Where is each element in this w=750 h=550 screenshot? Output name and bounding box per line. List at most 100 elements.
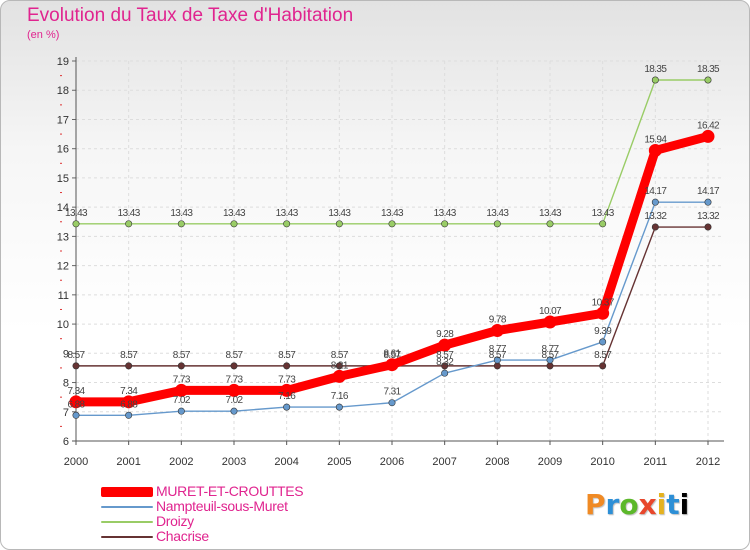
data-label: 7.34	[120, 386, 138, 397]
x-tick-label: 2006	[380, 456, 404, 468]
data-label: 13.43	[65, 208, 88, 219]
data-point	[283, 220, 291, 228]
data-point	[227, 383, 241, 397]
chart-subtitle: (en %)	[27, 29, 60, 41]
data-label: 16.42	[697, 120, 720, 131]
data-point	[546, 220, 554, 228]
data-point	[125, 411, 133, 419]
x-tick-label: 2009	[538, 456, 562, 468]
data-point	[122, 395, 136, 409]
data-label: 13.43	[486, 208, 509, 219]
data-label: 9.39	[594, 326, 612, 337]
data-label: 7.34	[67, 386, 85, 397]
data-point	[230, 220, 238, 228]
data-point	[704, 223, 712, 231]
logo-letter: i	[679, 488, 690, 521]
data-point	[546, 362, 554, 370]
data-point	[332, 369, 346, 383]
data-point	[177, 407, 185, 415]
data-label: 18.35	[697, 64, 720, 75]
data-label: 8.57	[120, 350, 138, 361]
y-tick-label: 6	[63, 436, 69, 448]
y-tick-label: 10	[57, 319, 69, 331]
data-point	[493, 362, 501, 370]
data-label: 10.07	[539, 306, 562, 317]
y-tick-label: 9	[63, 348, 69, 360]
data-label: 7.02	[225, 395, 243, 406]
data-point	[596, 306, 610, 320]
data-point	[230, 362, 238, 370]
x-tick-label: 2012	[696, 456, 720, 468]
data-label: 8.77	[489, 344, 507, 355]
data-label: 7.73	[278, 374, 296, 385]
y-tick-label: 12	[57, 261, 69, 273]
data-label: 14.17	[697, 186, 720, 197]
data-label: 9.78	[489, 315, 507, 326]
data-label: 6.88	[120, 399, 138, 410]
data-label: 8.57	[225, 350, 243, 361]
logo-letter: i	[656, 488, 667, 521]
legend-swatch-droizy	[101, 521, 153, 523]
data-label: 15.94	[644, 134, 667, 145]
data-label: 13.43	[434, 208, 457, 219]
data-label: 13.43	[592, 208, 615, 219]
data-point	[704, 198, 712, 206]
data-point	[441, 369, 449, 377]
data-label: 8.57	[489, 350, 507, 361]
data-point	[651, 76, 659, 84]
y-tick-label: 14	[57, 202, 69, 214]
logo-letter: r	[605, 488, 620, 521]
data-point	[72, 362, 80, 370]
data-point	[441, 220, 449, 228]
logo-letter: P	[585, 488, 606, 521]
data-point	[335, 220, 343, 228]
data-point	[174, 383, 188, 397]
legend-swatch-nampteuil	[101, 506, 153, 508]
legend-swatch-muret	[101, 487, 153, 497]
y-tick-label: 19	[57, 56, 69, 68]
data-point	[72, 411, 80, 419]
data-label: 13.43	[276, 208, 299, 219]
data-label: 13.43	[170, 208, 193, 219]
data-label: 7.31	[383, 387, 401, 398]
data-point	[493, 356, 501, 364]
data-point	[385, 358, 399, 372]
data-point	[125, 220, 133, 228]
data-point	[490, 324, 504, 338]
data-point	[438, 338, 452, 352]
legend-label-muret: MURET-ET-CROUTTES	[156, 483, 304, 499]
data-label: 8.57	[278, 350, 296, 361]
data-point	[648, 143, 662, 157]
data-label: 13.43	[223, 208, 246, 219]
legend-label-nampteuil: Nampteuil-sous-Muret	[156, 498, 288, 514]
data-point	[441, 362, 449, 370]
data-label: 8.77	[541, 344, 559, 355]
data-label: 9.28	[436, 329, 454, 340]
data-label: 8.61	[383, 349, 401, 360]
data-label: 7.73	[225, 374, 243, 385]
data-label: 8.57	[594, 350, 612, 361]
logo-letter: t	[666, 488, 680, 521]
x-tick-label: 2005	[327, 456, 351, 468]
data-label: 8.57	[67, 350, 85, 361]
data-point	[388, 220, 396, 228]
data-label: 13.43	[539, 208, 562, 219]
x-tick-label: 2001	[116, 456, 140, 468]
data-point	[599, 338, 607, 346]
y-tick-label: 7	[63, 407, 69, 419]
data-label: 10.37	[592, 297, 615, 308]
y-tick-label: 13	[57, 231, 69, 243]
data-label: 8.57	[331, 350, 349, 361]
data-label: 8.21	[331, 360, 349, 371]
y-tick-label: 8	[63, 378, 69, 390]
data-label: 8.57	[436, 350, 454, 361]
data-label: 14.17	[644, 186, 667, 197]
logo-letter: x	[638, 488, 657, 521]
y-tick-label: 16	[57, 144, 69, 156]
x-tick-label: 2007	[432, 456, 456, 468]
data-point	[283, 403, 291, 411]
legend-label-droizy: Droizy	[156, 513, 194, 529]
data-point	[701, 129, 715, 143]
